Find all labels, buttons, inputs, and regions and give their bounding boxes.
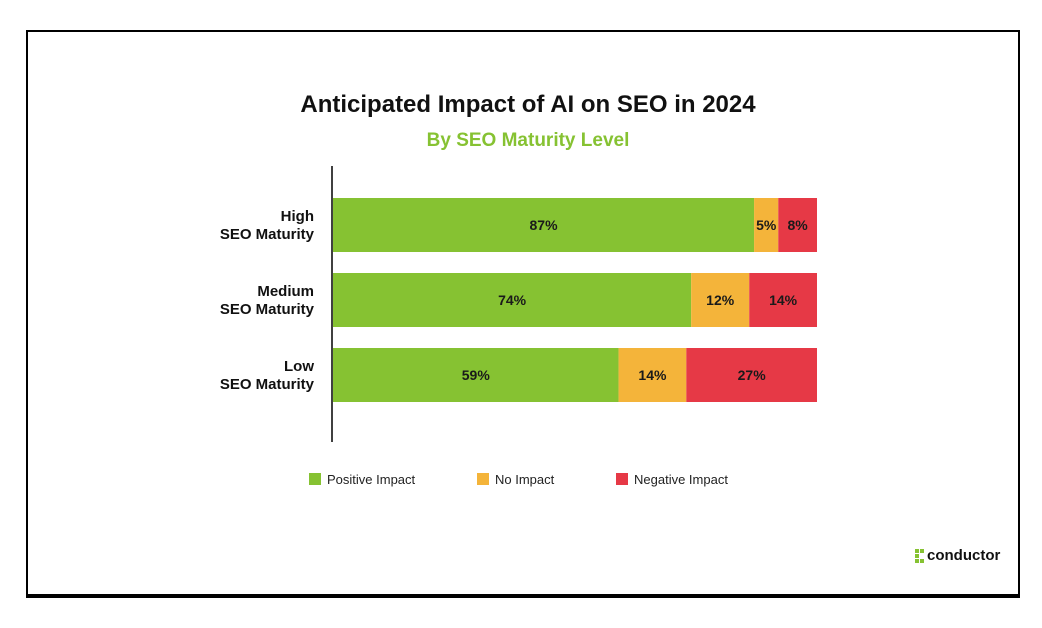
legend-label-no-impact: No Impact xyxy=(495,472,555,487)
bar-positive xyxy=(333,198,755,252)
legend-swatch-positive xyxy=(309,473,321,485)
bar-value-label: 14% xyxy=(638,367,667,383)
category-label-line: Medium xyxy=(257,283,314,300)
logo-dot xyxy=(920,549,924,553)
bar-value-label: 14% xyxy=(769,292,798,308)
logo-dot xyxy=(915,554,919,558)
bar-negative xyxy=(778,198,817,252)
bar-no-impact xyxy=(618,348,687,402)
legend-swatch-no-impact xyxy=(477,473,489,485)
chart-subtitle: By SEO Maturity Level xyxy=(427,130,630,151)
bar-value-label: 12% xyxy=(706,292,735,308)
legend-swatch-negative xyxy=(616,473,628,485)
logo-dot xyxy=(915,549,919,553)
category-label-line: Low xyxy=(284,358,314,375)
bar-value-label: 87% xyxy=(530,217,559,233)
logo-dot xyxy=(920,559,924,563)
category-label-line: High xyxy=(281,208,314,225)
category-label-line: SEO Maturity xyxy=(220,226,315,243)
bars: 87% 5% 8% 74% 12% 14% 59% 14% 27% xyxy=(333,198,817,402)
brand-name: conductor xyxy=(927,547,1000,564)
bar-value-label: 8% xyxy=(788,217,809,233)
legend-label-positive: Positive Impact xyxy=(327,472,416,487)
category-label: High SEO Maturity xyxy=(220,208,315,243)
bar-value-label: 74% xyxy=(498,292,527,308)
bar-negative xyxy=(749,273,817,327)
category-label-line: SEO Maturity xyxy=(220,376,315,393)
chart-title: Anticipated Impact of AI on SEO in 2024 xyxy=(300,91,756,118)
bar-value-label: 5% xyxy=(756,217,777,233)
category-label-line: SEO Maturity xyxy=(220,301,315,318)
bar-positive xyxy=(333,348,619,402)
bar-positive xyxy=(333,273,692,327)
legend: Positive Impact No Impact Negative Impact xyxy=(309,472,728,487)
bar-value-label: 59% xyxy=(462,367,491,383)
bar-value-label: 27% xyxy=(738,367,767,383)
category-label: Medium SEO Maturity xyxy=(220,283,315,318)
brand-logo: conductor xyxy=(915,547,1000,564)
category-label: Low SEO Maturity xyxy=(220,358,315,393)
conductor-logo-icon xyxy=(915,549,924,563)
bar-negative xyxy=(686,348,817,402)
bar-no-impact xyxy=(691,273,750,327)
legend-label-negative: Negative Impact xyxy=(634,472,728,487)
bar-no-impact xyxy=(754,198,779,252)
logo-dot xyxy=(915,559,919,563)
